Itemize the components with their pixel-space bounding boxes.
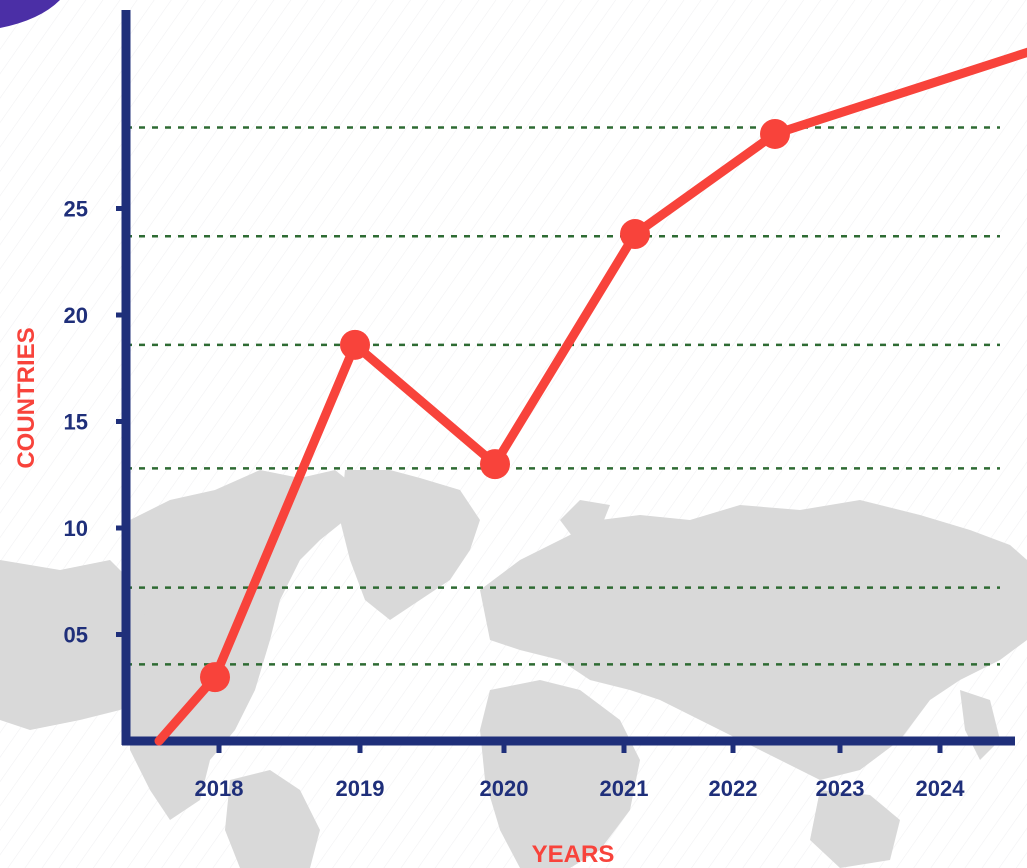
x-tick-label: 2020 [480, 776, 529, 801]
data-point [200, 662, 230, 693]
x-tick-label: 2019 [336, 776, 385, 801]
y-tick-label: 25 [64, 197, 88, 222]
x-axis-title: YEARS [532, 841, 615, 868]
x-tick-label: 2021 [600, 776, 649, 801]
y-tick-label: 15 [64, 410, 88, 435]
x-tick-label: 2023 [816, 776, 865, 801]
data-point [760, 118, 790, 149]
y-tick-label: 20 [64, 303, 88, 328]
y-tick-label: 05 [64, 623, 88, 648]
data-point [480, 449, 510, 480]
y-axis-title: COUNTRIES [13, 327, 40, 468]
data-series [154, 47, 1027, 746]
x-tick-label: 2024 [916, 776, 966, 801]
world-map-background [0, 470, 1027, 868]
tick-labels: 05 10 15 20 25 2018 2019 2020 2021 2022 2023 2024 [64, 197, 966, 802]
axes [121, 10, 1015, 746]
x-tick-label: 2022 [709, 776, 758, 801]
corner-accent-shape [0, 0, 60, 28]
data-point [620, 219, 650, 250]
y-tick-label: 10 [64, 516, 88, 541]
x-tick-label: 2018 [195, 776, 244, 801]
data-point [340, 329, 370, 360]
gridlines [126, 126, 1000, 666]
